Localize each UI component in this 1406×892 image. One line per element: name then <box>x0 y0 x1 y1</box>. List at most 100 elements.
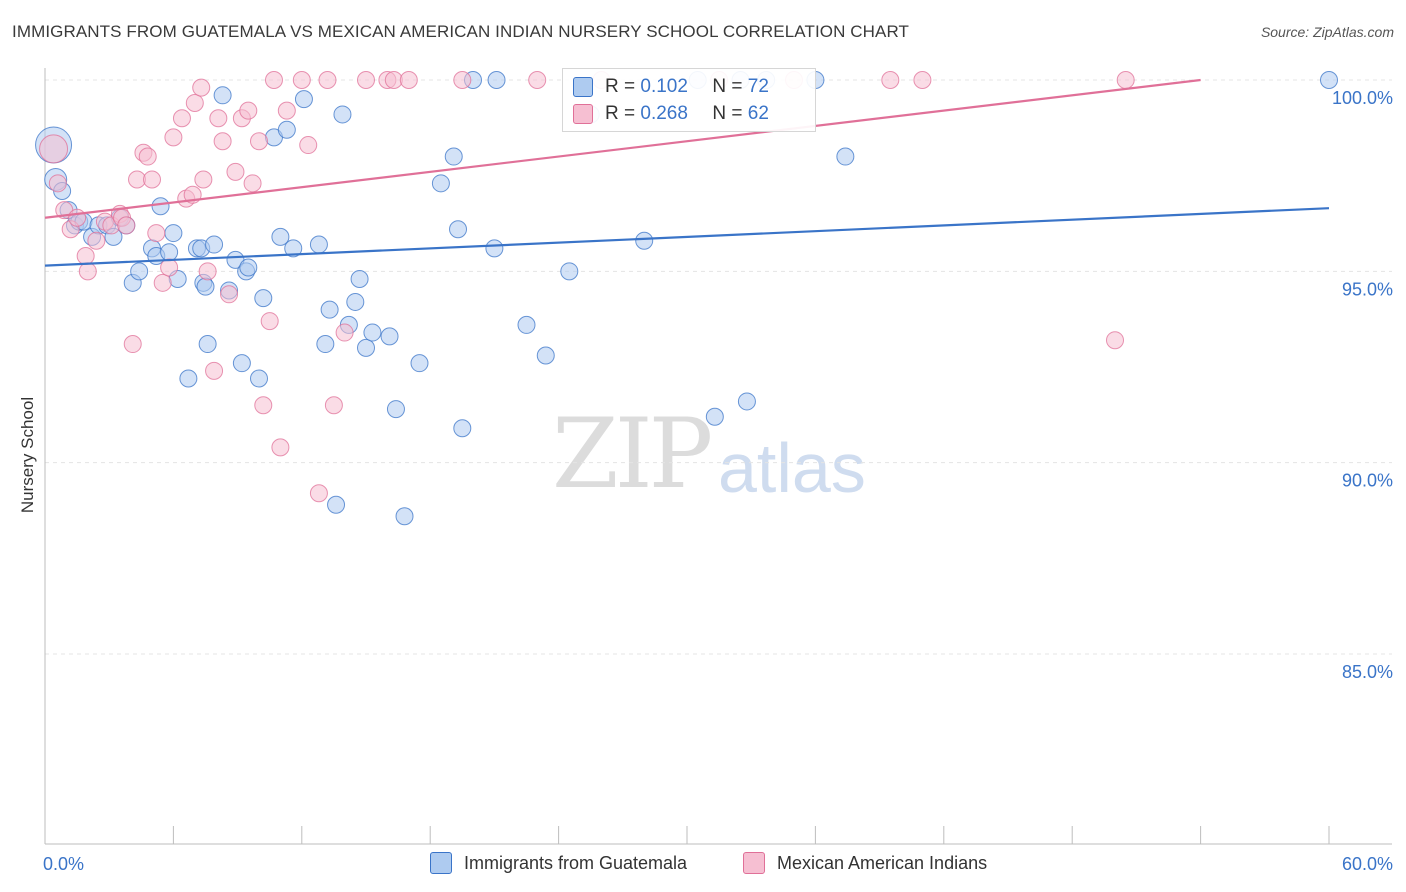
data-point-guatemala <box>130 262 149 281</box>
data-point-guatemala <box>635 231 654 250</box>
data-point-mexican-american-indian <box>138 147 157 166</box>
data-point-mexican-american-indian <box>1106 331 1124 350</box>
legend-swatch-pink <box>573 104 593 124</box>
data-point-mexican-american-indian <box>913 71 932 89</box>
data-point-guatemala <box>380 327 399 346</box>
legend-swatch-blue <box>430 852 452 874</box>
data-point-guatemala <box>705 407 724 426</box>
data-point-guatemala <box>309 235 328 254</box>
legend-label-mexican-american-indian: Mexican American Indians <box>777 852 988 873</box>
chart-title: IMMIGRANTS FROM GUATEMALA VS MEXICAN AME… <box>12 22 910 41</box>
data-point-guatemala <box>517 315 536 334</box>
data-point-mexican-american-indian <box>254 396 273 415</box>
data-point-guatemala <box>346 292 365 311</box>
y-tick-label: 95.0% <box>1342 279 1393 299</box>
data-point-guatemala <box>357 338 375 357</box>
data-point-guatemala <box>449 220 468 239</box>
data-point-guatemala <box>737 392 756 411</box>
y-tick-label: 85.0% <box>1342 662 1393 682</box>
data-point-guatemala <box>386 400 405 419</box>
trend-line-guatemala <box>44 207 1330 267</box>
data-point-mexican-american-indian <box>160 258 179 277</box>
data-point-guatemala <box>836 147 855 166</box>
data-point-mexican-american-indian <box>271 438 290 457</box>
data-point-mexican-american-indian <box>117 216 136 235</box>
data-point-mexican-american-indian <box>881 71 900 89</box>
data-point-mexican-american-indian <box>143 170 161 189</box>
data-point-mexican-american-indian <box>48 174 67 193</box>
data-point-mexican-american-indian <box>172 109 191 128</box>
data-point-guatemala <box>151 197 170 216</box>
data-point-mexican-american-indian <box>147 224 166 243</box>
data-point-mexican-american-indian <box>335 323 354 342</box>
data-point-mexican-american-indian <box>250 132 268 151</box>
data-point-mexican-american-indian <box>239 101 258 120</box>
data-point-guatemala <box>198 335 217 354</box>
data-point-guatemala <box>327 495 346 514</box>
data-point-guatemala <box>254 289 273 308</box>
data-point-guatemala <box>213 86 232 105</box>
data-point-mexican-american-indian <box>260 312 279 331</box>
trend-lines <box>44 78 1330 267</box>
legend-row-guatemala: R = 0.102 N = 72 <box>573 74 769 100</box>
legend-row-mexican-american-indian: R = 0.268 N = 62 <box>573 101 769 127</box>
bottom-legend-guatemala[interactable]: Immigrants from Guatemala <box>430 852 687 874</box>
data-point-guatemala <box>250 369 268 388</box>
data-point-mexican-american-indian <box>299 136 318 155</box>
data-point-mexican-american-indian <box>123 335 142 354</box>
data-point-mexican-american-indian <box>205 361 224 380</box>
data-point-mexican-american-indian <box>153 273 172 292</box>
data-point-mexican-american-indian <box>209 109 228 128</box>
data-point-guatemala <box>395 507 414 526</box>
data-point-guatemala <box>536 346 555 365</box>
bottom-legend-mexican-american-indian[interactable]: Mexican American Indians <box>743 852 987 874</box>
legend-n-label: N = <box>712 103 748 124</box>
data-point-mexican-american-indian <box>194 170 213 189</box>
data-point-mexican-american-indian <box>128 170 147 189</box>
data-point-guatemala <box>271 227 290 246</box>
data-point-mexican-american-indian <box>185 93 204 112</box>
data-point-mexican-american-indian <box>399 71 418 89</box>
data-point-guatemala <box>453 419 472 438</box>
legend-r-label: R = <box>605 76 641 97</box>
data-point-mexican-american-indian <box>76 247 95 266</box>
data-point-guatemala <box>320 300 339 319</box>
y-tick-label: 100.0% <box>1332 88 1393 108</box>
tick-labels: 85.0% 90.0% 95.0% 100.0% 0.0% 60.0% <box>43 88 1393 874</box>
data-point-mexican-american-indian <box>192 78 211 97</box>
data-point-guatemala <box>239 258 258 277</box>
data-point-guatemala <box>333 105 352 124</box>
legend-label-guatemala: Immigrants from Guatemala <box>464 852 688 873</box>
legend-n-value-mexican-american-indian: 62 <box>747 103 769 124</box>
data-point-guatemala <box>444 147 463 166</box>
data-point-guatemala <box>294 90 313 109</box>
data-point-mexican-american-indian <box>324 396 343 415</box>
data-point-mexican-american-indian <box>198 262 217 281</box>
data-point-mexican-american-indian <box>78 262 97 281</box>
legend-n-label: N = <box>712 76 748 97</box>
data-point-mexican-american-indian <box>220 285 239 304</box>
x-tick-label-min: 0.0% <box>43 854 84 874</box>
source-label: Source: ZipAtlas.com <box>1260 24 1394 40</box>
data-point-mexican-american-indian <box>87 231 106 250</box>
data-point-guatemala <box>363 323 382 342</box>
data-point-guatemala <box>485 239 504 258</box>
data-point-guatemala <box>232 354 251 373</box>
axes <box>44 68 1392 845</box>
legend-swatch-pink <box>743 852 765 874</box>
data-point-guatemala <box>284 239 303 258</box>
data-point-guatemala <box>1320 71 1338 89</box>
data-point-guatemala <box>431 174 450 193</box>
data-point-guatemala <box>179 369 198 388</box>
data-point-mexican-american-indian <box>453 71 472 89</box>
stats-legend: R = 0.102 N = 72 R = 0.268 N = 62 <box>562 68 816 132</box>
data-point-mexican-american-indian <box>243 174 262 193</box>
data-point-mexican-american-indian <box>213 132 232 151</box>
x-tick-label-max: 60.0% <box>1342 854 1393 874</box>
series-guatemala-points <box>35 71 1338 526</box>
legend-r-value-mexican-american-indian: 0.268 <box>640 103 688 124</box>
data-point-guatemala <box>160 243 179 262</box>
data-point-guatemala <box>277 120 296 139</box>
data-point-guatemala <box>487 71 506 89</box>
